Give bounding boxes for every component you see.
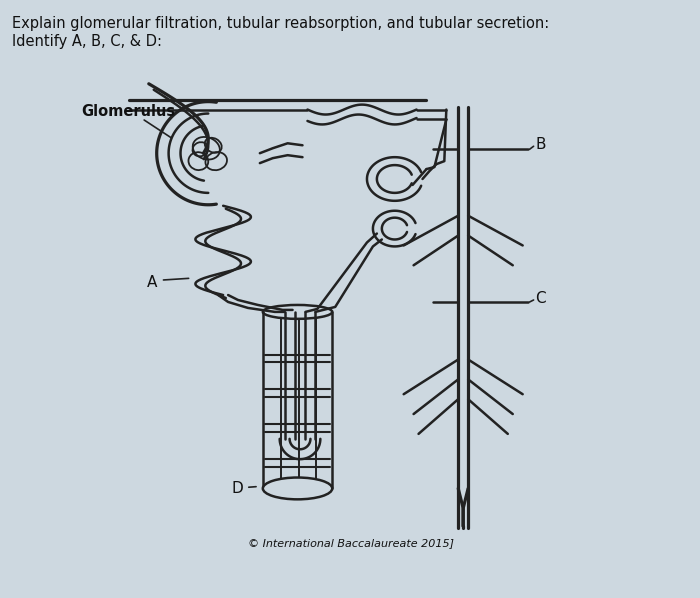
Text: © International Baccalaureate 2015]: © International Baccalaureate 2015] xyxy=(248,538,454,548)
Ellipse shape xyxy=(262,478,332,499)
Text: B: B xyxy=(536,137,546,152)
Text: Glomerulus: Glomerulus xyxy=(81,104,176,119)
Text: Identify A, B, C, & D:: Identify A, B, C, & D: xyxy=(12,34,162,49)
Text: Explain glomerular filtration, tubular reabsorption, and tubular secretion:: Explain glomerular filtration, tubular r… xyxy=(12,16,550,31)
Text: C: C xyxy=(536,291,546,306)
Text: D: D xyxy=(231,481,243,496)
Text: A: A xyxy=(147,274,158,289)
